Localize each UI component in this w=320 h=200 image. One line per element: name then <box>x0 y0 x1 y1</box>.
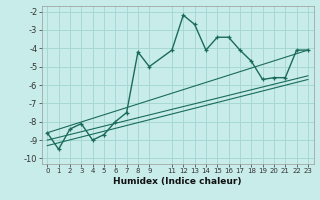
X-axis label: Humidex (Indice chaleur): Humidex (Indice chaleur) <box>113 177 242 186</box>
